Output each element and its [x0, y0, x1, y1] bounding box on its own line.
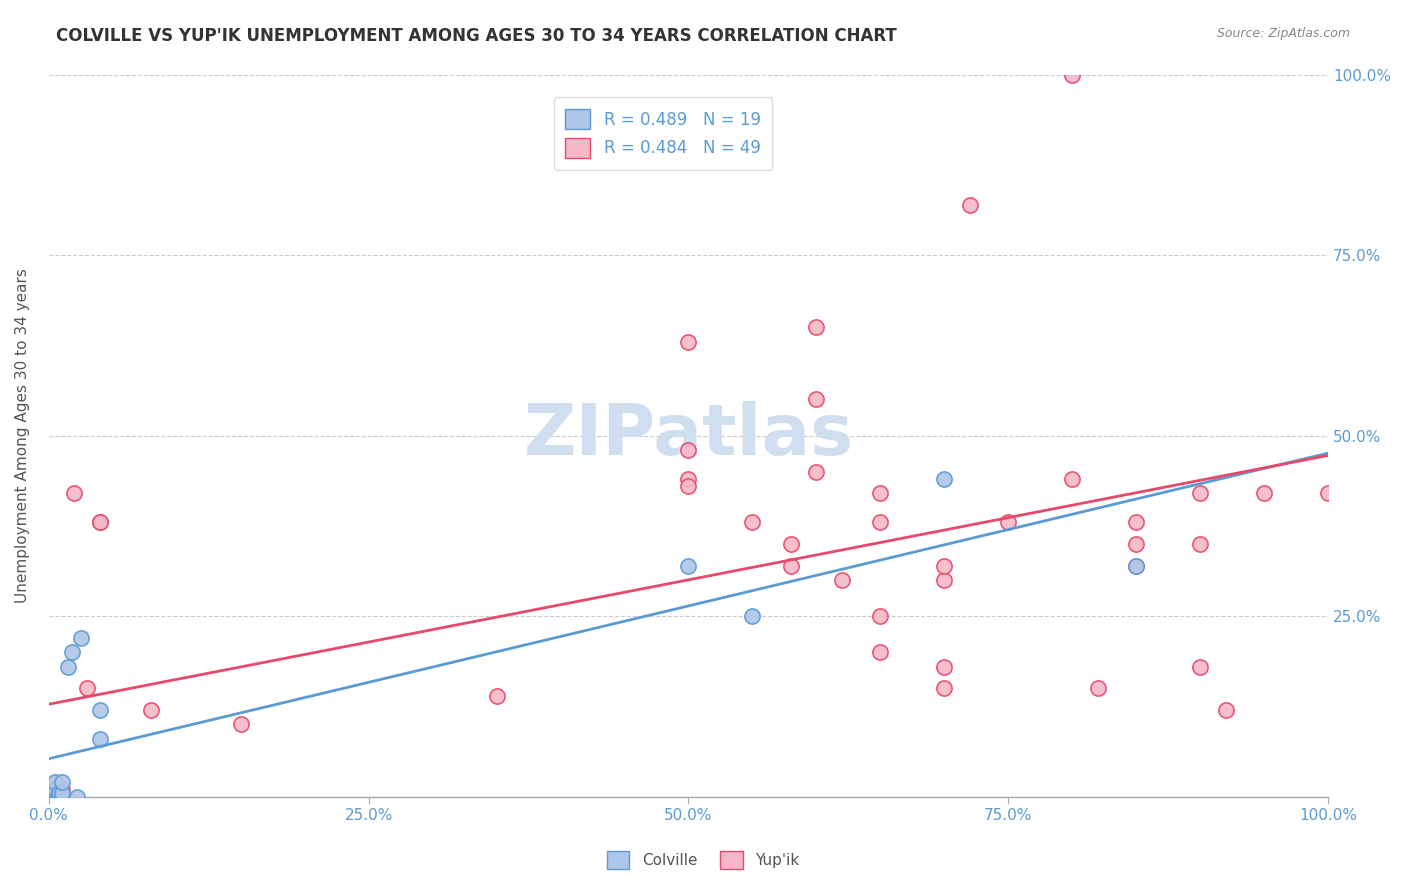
- Point: [485, 689, 508, 703]
- Point: [1317, 486, 1340, 500]
- Point: [44, 786, 66, 800]
- Point: [51, 789, 73, 804]
- Point: [934, 472, 956, 486]
- Point: [869, 645, 891, 659]
- Point: [44, 786, 66, 800]
- Point: [1125, 515, 1147, 529]
- Point: [46, 789, 69, 804]
- Point: [1062, 472, 1084, 486]
- Text: Source: ZipAtlas.com: Source: ZipAtlas.com: [1216, 27, 1350, 40]
- Text: ZIPatlas: ZIPatlas: [523, 401, 853, 470]
- Point: [869, 486, 891, 500]
- Point: [44, 789, 66, 804]
- Point: [1253, 486, 1275, 500]
- Point: [959, 197, 981, 211]
- Point: [779, 558, 801, 573]
- Point: [48, 789, 70, 804]
- Point: [63, 486, 86, 500]
- Point: [806, 320, 828, 334]
- Point: [1087, 681, 1109, 696]
- Point: [1189, 537, 1212, 551]
- Point: [934, 573, 956, 587]
- Point: [48, 786, 70, 800]
- Point: [1062, 68, 1084, 82]
- Point: [869, 515, 891, 529]
- Point: [48, 782, 70, 797]
- Point: [741, 515, 763, 529]
- Point: [1125, 558, 1147, 573]
- Point: [44, 782, 66, 797]
- Point: [139, 703, 162, 717]
- Point: [76, 681, 98, 696]
- Point: [89, 515, 111, 529]
- Point: [934, 659, 956, 673]
- Point: [89, 731, 111, 746]
- Point: [1189, 486, 1212, 500]
- Point: [48, 786, 70, 800]
- Point: [69, 631, 91, 645]
- Point: [51, 786, 73, 800]
- Point: [831, 573, 853, 587]
- Point: [51, 775, 73, 789]
- Point: [678, 558, 700, 573]
- Point: [60, 645, 83, 659]
- Point: [1189, 659, 1212, 673]
- Text: COLVILLE VS YUP'IK UNEMPLOYMENT AMONG AGES 30 TO 34 YEARS CORRELATION CHART: COLVILLE VS YUP'IK UNEMPLOYMENT AMONG AG…: [56, 27, 897, 45]
- Point: [49, 789, 72, 804]
- Point: [806, 392, 828, 407]
- Point: [678, 443, 700, 458]
- Point: [1125, 537, 1147, 551]
- Point: [779, 537, 801, 551]
- Point: [678, 472, 700, 486]
- Point: [229, 717, 252, 731]
- Point: [678, 479, 700, 493]
- Point: [678, 334, 700, 349]
- Point: [741, 609, 763, 624]
- Point: [46, 789, 69, 804]
- Point: [51, 782, 73, 797]
- Y-axis label: Unemployment Among Ages 30 to 34 years: Unemployment Among Ages 30 to 34 years: [15, 268, 30, 603]
- Point: [44, 775, 66, 789]
- Point: [934, 681, 956, 696]
- Point: [45, 789, 67, 804]
- Legend: R = 0.489   N = 19, R = 0.484   N = 49: R = 0.489 N = 19, R = 0.484 N = 49: [554, 97, 772, 169]
- Point: [89, 515, 111, 529]
- Legend: Colville, Yup'ik: Colville, Yup'ik: [600, 845, 806, 875]
- Point: [66, 789, 89, 804]
- Point: [997, 515, 1019, 529]
- Point: [1215, 703, 1237, 717]
- Point: [48, 789, 70, 804]
- Point: [56, 659, 79, 673]
- Point: [806, 465, 828, 479]
- Point: [934, 558, 956, 573]
- Point: [89, 703, 111, 717]
- Point: [869, 609, 891, 624]
- Point: [1125, 558, 1147, 573]
